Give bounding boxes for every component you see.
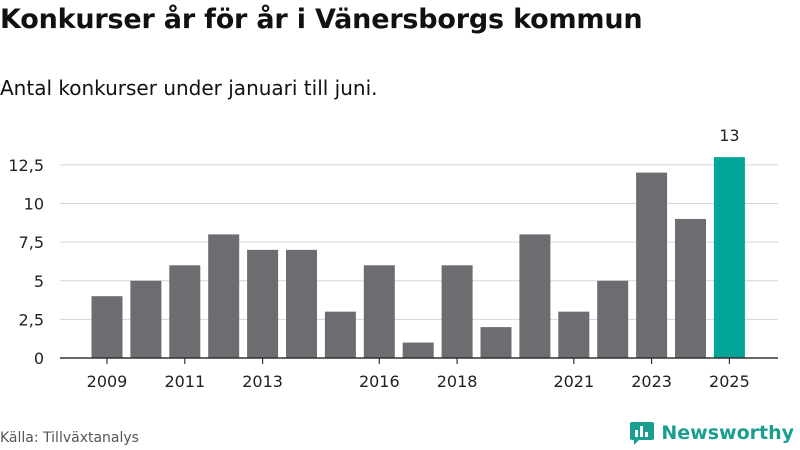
bar <box>597 280 629 358</box>
bar <box>208 234 240 358</box>
source-note: Källa: Tillväxtanalys <box>0 430 139 446</box>
y-tick-label: 0 <box>34 349 44 368</box>
brand-name: Newsworthy <box>661 422 794 444</box>
x-tick-label: 2023 <box>631 372 672 391</box>
x-tick-label: 2016 <box>359 372 400 391</box>
x-tick-label: 2021 <box>553 372 594 391</box>
x-axis <box>60 357 778 364</box>
bar-chart: 0 2,5 5 7,5 10 12,5 2009 2011 2013 2016 2018 2021 20… <box>8 126 778 391</box>
chart-title: Konkurser år för år i Vänersborgs kommun <box>0 4 643 35</box>
brand-logo: Newsworthy <box>629 420 794 446</box>
bar <box>441 265 473 358</box>
bar <box>519 234 551 358</box>
y-tick-label: 12,5 <box>8 156 44 175</box>
grid-lines <box>60 164 778 320</box>
newsworthy-logo-icon <box>630 422 655 445</box>
bar <box>675 218 706 358</box>
x-tick-label: 2009 <box>87 372 128 391</box>
data-label: 13 <box>719 126 739 145</box>
y-tick-label: 10 <box>24 195 44 214</box>
bar <box>480 327 512 358</box>
chart-subtitle: Antal konkurser under januari till juni. <box>0 76 378 100</box>
bar <box>363 265 395 358</box>
bar <box>169 265 201 358</box>
bars <box>91 157 745 358</box>
x-tick-label: 2011 <box>164 372 205 391</box>
y-tick-label: 2,5 <box>19 310 44 329</box>
bar <box>247 249 279 358</box>
bar <box>91 296 123 358</box>
x-tick-label: 2025 <box>709 372 750 391</box>
bar <box>286 249 317 358</box>
bar <box>636 172 668 358</box>
bar <box>713 157 745 358</box>
labels: 0 2,5 5 7,5 10 12,5 2009 2011 2013 2016 2018 2021 20… <box>8 126 749 391</box>
bar <box>558 311 590 358</box>
y-tick-label: 5 <box>34 272 44 291</box>
y-tick-label: 7,5 <box>19 233 44 252</box>
x-tick-label: 2013 <box>242 372 283 391</box>
bar <box>324 311 356 358</box>
x-tick-label: 2018 <box>437 372 478 391</box>
bar <box>130 280 162 358</box>
bar <box>402 342 434 358</box>
